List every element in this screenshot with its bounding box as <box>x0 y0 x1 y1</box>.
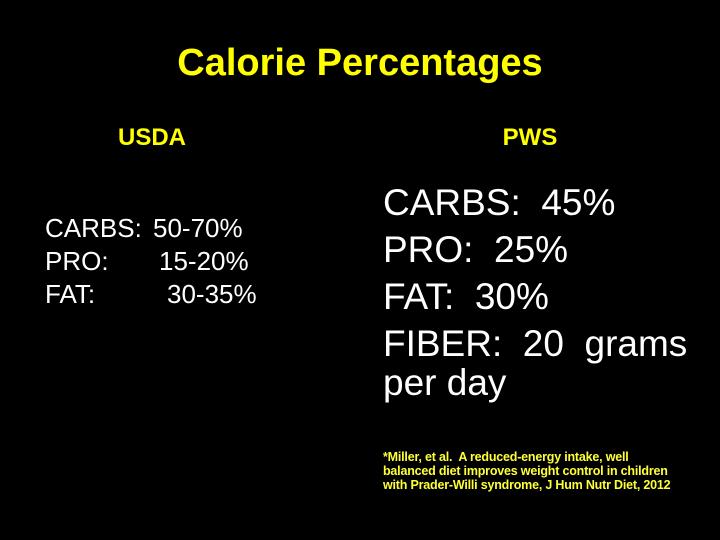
usda-carbs-label: CARBS: <box>45 213 142 243</box>
usda-row-carbs: CARBS: 50-70% <box>45 212 257 245</box>
pws-column-heading: PWS <box>502 124 558 151</box>
pws-line-fiber-wrap: per day <box>383 362 507 403</box>
usda-fat-label: FAT: <box>45 279 96 309</box>
pws-values-list: CARBS: 45% PRO: 25% FAT: 30% FIBER: 20 g… <box>383 183 687 402</box>
citation-line: *Miller, et al. A reduced-energy intake,… <box>383 450 629 464</box>
pws-line-pro: PRO: 25% <box>383 229 569 270</box>
pws-line-fat: FAT: 30% <box>383 276 549 317</box>
citation-line: balanced diet improves weight control in… <box>383 463 668 478</box>
usda-pro-value: 15-20% <box>159 246 249 276</box>
usda-column-heading: USDA <box>117 124 187 151</box>
usda-pro-label: PRO: <box>45 246 109 276</box>
usda-row-fat: FAT: 30-35% <box>45 278 257 311</box>
pws-line-fiber: FIBER: 20 grams <box>383 323 688 364</box>
usda-carbs-value: 50-70% <box>153 213 243 243</box>
citation: *Miller, et al. A reduced-energy intake,… <box>383 450 671 492</box>
usda-values-list: CARBS: 50-70% PRO: 15-20% FAT: 30-35% <box>45 212 257 311</box>
citation-line: with Prader-Willi syndrome, J Hum Nutr D… <box>383 477 671 492</box>
pws-line-carbs: CARBS: 45% <box>383 182 616 223</box>
usda-row-pro: PRO: 15-20% <box>45 245 257 278</box>
usda-fat-value: 30-35% <box>167 279 257 309</box>
slide-title: Calorie Percentages <box>177 42 543 84</box>
